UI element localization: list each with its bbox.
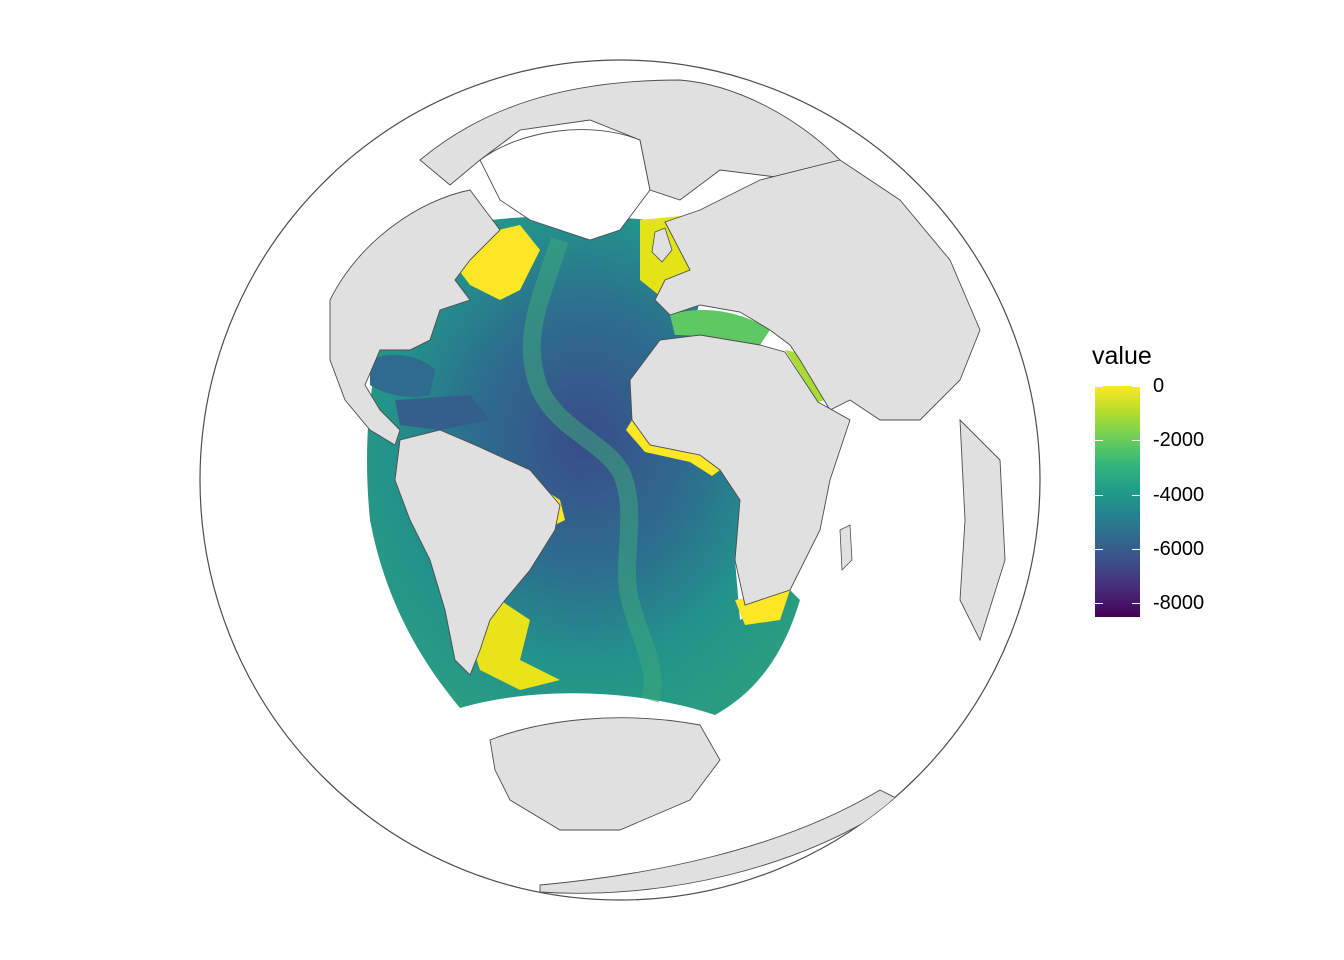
legend-tick-label: -4000 (1153, 483, 1205, 506)
legend-tick-mark (1095, 603, 1103, 605)
legend-tick-mark (1095, 494, 1103, 496)
legend-tick-mark (1132, 440, 1140, 442)
legend-tick-mark (1095, 549, 1103, 551)
globe-outline (199, 59, 1041, 901)
legend-tick-mark (1132, 494, 1140, 496)
far-east-land (959, 418, 1006, 642)
caribbean (395, 395, 490, 430)
legend-tick-mark (1095, 440, 1103, 442)
gulf-of-mexico (370, 354, 435, 397)
legend-tick-mark (1132, 603, 1140, 605)
shelf-patagonia (470, 600, 560, 690)
legend-tick-mark (1132, 549, 1140, 551)
mid-atlantic-ridge (522, 237, 662, 703)
shelf-west-africa (626, 420, 720, 476)
legend-tick-mark (1095, 386, 1103, 387)
legend-title: value (1092, 342, 1152, 370)
legend-tick-label: 0 (1153, 375, 1165, 397)
legend-colorbar (1095, 386, 1140, 617)
red-sea (785, 350, 825, 402)
north-america (329, 189, 501, 446)
south-america (394, 429, 561, 676)
legend-tick-label: -8000 (1153, 592, 1205, 615)
madagascar (839, 524, 853, 571)
legend-tick-label: -2000 (1153, 429, 1205, 452)
legend-tick-mark (1132, 386, 1140, 387)
mediterranean (670, 310, 770, 345)
antarctica (489, 717, 721, 831)
eurasia (654, 159, 981, 421)
africa (629, 334, 851, 606)
legend-tick-label: -6000 (1153, 538, 1205, 561)
arctic-lands (419, 79, 841, 201)
greenland (479, 129, 651, 241)
great-britain (651, 227, 673, 263)
